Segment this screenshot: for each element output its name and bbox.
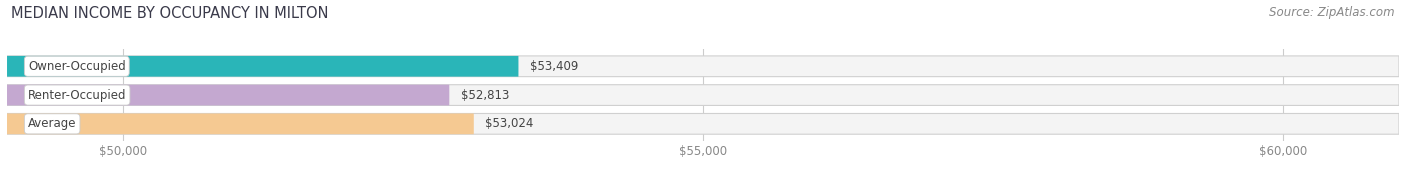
FancyBboxPatch shape [7,56,1399,77]
Text: Source: ZipAtlas.com: Source: ZipAtlas.com [1270,6,1395,19]
Text: $53,024: $53,024 [485,117,534,130]
FancyBboxPatch shape [7,85,1399,105]
Text: $52,813: $52,813 [461,89,509,102]
Text: Renter-Occupied: Renter-Occupied [28,89,127,102]
FancyBboxPatch shape [7,113,474,134]
Text: MEDIAN INCOME BY OCCUPANCY IN MILTON: MEDIAN INCOME BY OCCUPANCY IN MILTON [11,6,329,21]
Text: $53,409: $53,409 [530,60,578,73]
Text: Average: Average [28,117,76,130]
FancyBboxPatch shape [7,113,1399,134]
FancyBboxPatch shape [7,56,519,77]
FancyBboxPatch shape [7,85,450,105]
Text: Owner-Occupied: Owner-Occupied [28,60,125,73]
